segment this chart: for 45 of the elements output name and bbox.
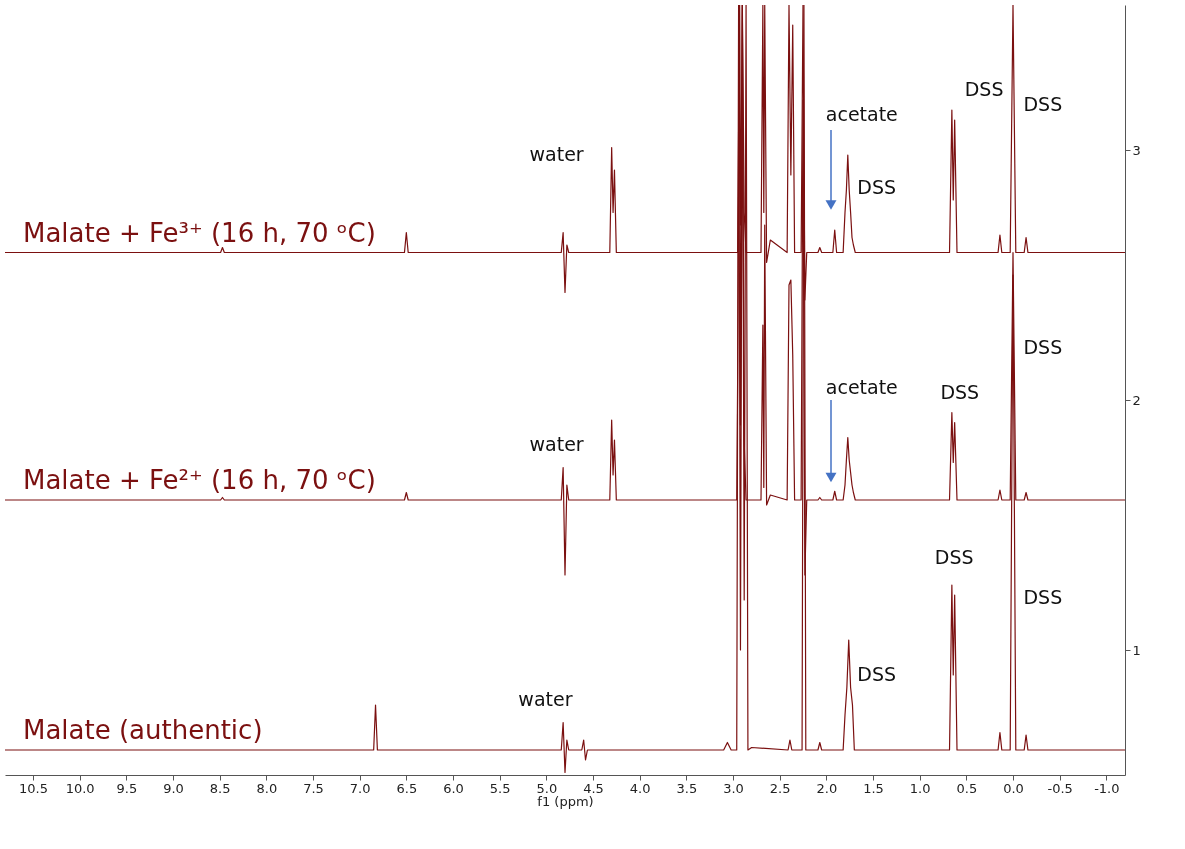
x-tick-label: 0.0 bbox=[1003, 780, 1024, 796]
x-tick-label: 7.5 bbox=[303, 780, 324, 796]
series-label: Malate (authentic) bbox=[23, 715, 263, 745]
annotation: water bbox=[529, 143, 584, 165]
series-label: Malate + Fe³⁺ (16 h, 70 ᵒC) bbox=[23, 217, 376, 248]
annotation: DSS bbox=[1023, 93, 1063, 115]
x-tick-label: 0.5 bbox=[956, 780, 978, 796]
x-tick-label: 9.0 bbox=[163, 780, 184, 796]
annotation: DSS bbox=[1023, 335, 1063, 358]
annotation: DSS bbox=[940, 380, 980, 403]
y-tick-label: 2 bbox=[1132, 392, 1141, 408]
series-label: Malate + Fe²⁺ (16 h, 70 ᵒC) bbox=[23, 465, 376, 495]
annotation: DSS bbox=[857, 663, 897, 685]
annotation: water bbox=[518, 688, 573, 710]
x-tick-label: 2.5 bbox=[769, 780, 791, 796]
annotation: DSS bbox=[857, 175, 897, 198]
annotation: acetate bbox=[825, 103, 898, 125]
annotation: water bbox=[529, 433, 584, 455]
line-series bbox=[5, 5, 1125, 774]
x-tick-label: 8.5 bbox=[209, 780, 231, 796]
annotation: DSS bbox=[1023, 585, 1063, 608]
x-tick-label: -1.0 bbox=[1094, 780, 1120, 796]
x-tick-label: 8.0 bbox=[256, 780, 278, 796]
x-tick-label: 3.0 bbox=[723, 780, 744, 796]
x-tick-label: 6.0 bbox=[443, 780, 464, 796]
y-tick-label: 1 bbox=[1132, 642, 1141, 658]
y-tick-label: 3 bbox=[1132, 142, 1141, 158]
x-tick-label: 1.5 bbox=[863, 780, 884, 796]
x-tick-label: 10.0 bbox=[65, 780, 95, 796]
x-tick-label: 1.0 bbox=[909, 780, 931, 796]
x-tick-label: 5.0 bbox=[536, 780, 558, 796]
x-tick-label: 2.0 bbox=[816, 780, 838, 796]
annotation: DSS bbox=[964, 78, 1004, 100]
x-tick-label: 9.5 bbox=[116, 780, 138, 796]
x-tick-label: 6.5 bbox=[396, 780, 418, 796]
x-tick-label: 4.0 bbox=[629, 780, 651, 796]
x-tick-label: 5.5 bbox=[489, 780, 511, 796]
x-tick-label: 4.5 bbox=[583, 780, 604, 796]
x-tick-label: 3.5 bbox=[676, 780, 698, 796]
annotation: DSS bbox=[934, 545, 974, 568]
x-tick-label: 10.5 bbox=[19, 780, 48, 796]
x-tick-label: -0.5 bbox=[1047, 780, 1073, 796]
x-tick-label: 7.0 bbox=[349, 780, 371, 796]
x-axis-title: f1 (ppm) bbox=[537, 793, 594, 809]
annotation: acetate bbox=[825, 375, 898, 398]
